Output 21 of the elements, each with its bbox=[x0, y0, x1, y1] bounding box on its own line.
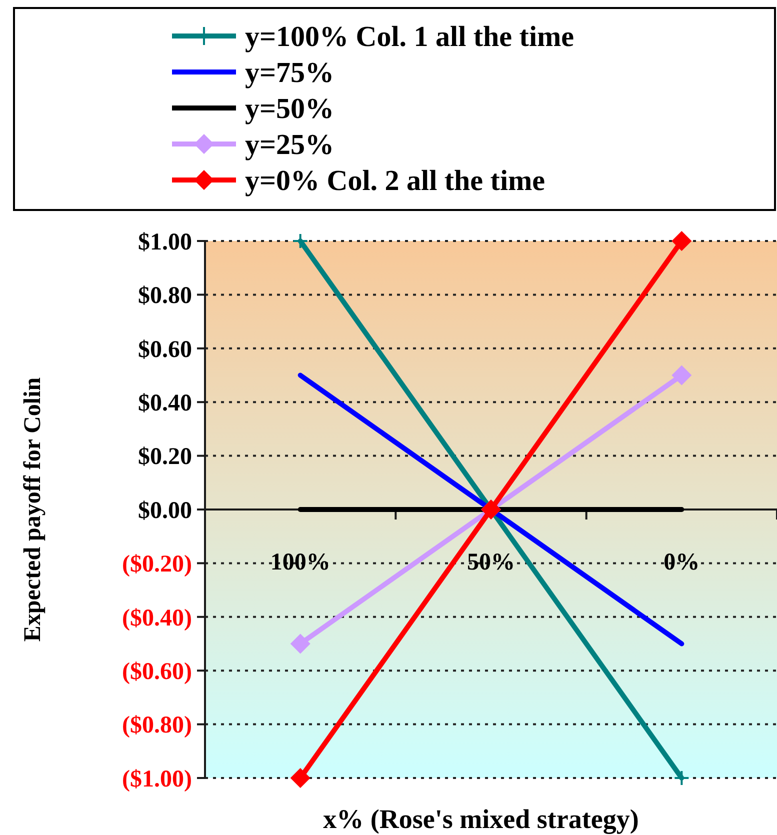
x-tick-label: 0% bbox=[664, 550, 700, 576]
x-tick-label: 100% bbox=[270, 550, 330, 576]
legend-label: y=50% bbox=[245, 93, 334, 126]
legend-label: y=75% bbox=[245, 57, 334, 90]
y-tick-label: ($0.80) bbox=[122, 712, 192, 739]
legend-label: y=100% Col. 1 all the time bbox=[245, 21, 574, 54]
y-axis-title: Expected payoff for Colin bbox=[20, 377, 46, 642]
y-tick-label: $0.20 bbox=[138, 444, 192, 470]
y-tick-label: $1.00 bbox=[138, 229, 192, 256]
y-tick-label: ($0.40) bbox=[122, 605, 192, 632]
y-tick-label: $0.80 bbox=[138, 283, 192, 310]
x-axis-title: x% (Rose's mixed strategy) bbox=[323, 804, 639, 834]
x-tick-label: 50% bbox=[467, 550, 515, 576]
y-tick-label: $0.60 bbox=[138, 336, 192, 363]
legend-label: y=0% Col. 2 all the time bbox=[245, 165, 546, 198]
y-tick-label: $0.40 bbox=[138, 390, 192, 416]
y-tick-label: ($1.00) bbox=[122, 766, 192, 792]
y-tick-label: $0.00 bbox=[138, 498, 192, 524]
legend-label: y=25% bbox=[245, 129, 334, 162]
y-tick-label: ($0.60) bbox=[122, 659, 192, 685]
y-tick-label: ($0.20) bbox=[122, 552, 192, 578]
